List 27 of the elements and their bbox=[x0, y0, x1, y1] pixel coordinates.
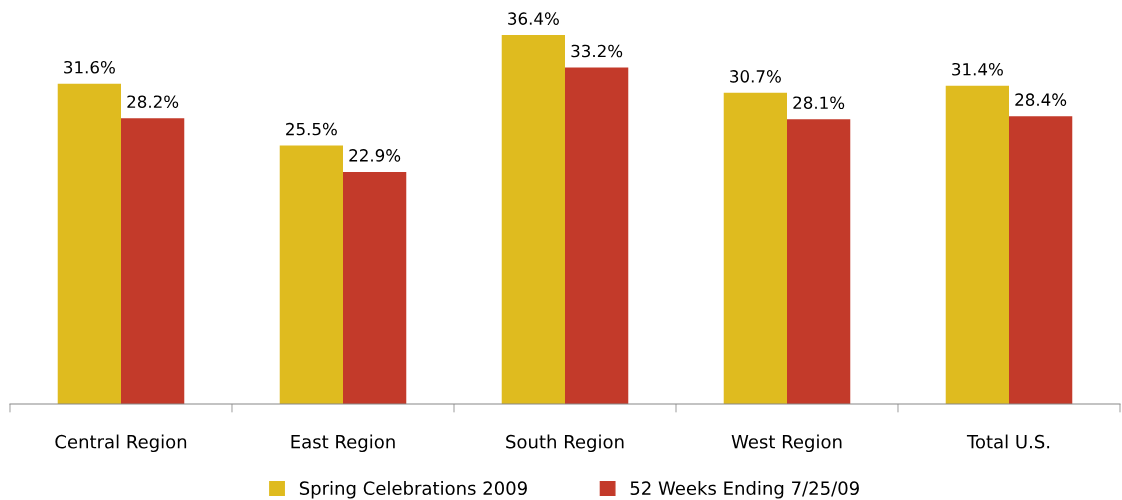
bar bbox=[501, 35, 565, 404]
data-label: 25.5% bbox=[286, 122, 337, 136]
x-tick-label: South Region bbox=[506, 434, 624, 453]
legend-label: Spring Celebrations 2009 bbox=[299, 481, 527, 499]
bar bbox=[279, 145, 343, 404]
data-label: 28.1% bbox=[793, 96, 845, 110]
data-label: 31.6% bbox=[64, 60, 115, 74]
data-label: 31.4% bbox=[952, 62, 1003, 76]
bar bbox=[723, 92, 787, 404]
bar bbox=[121, 118, 185, 404]
x-tick-label: Central Region bbox=[55, 434, 187, 453]
bar bbox=[1009, 116, 1073, 404]
data-label: 30.7% bbox=[730, 70, 781, 83]
data-label: 28.2% bbox=[127, 95, 179, 109]
bar bbox=[565, 67, 629, 404]
x-tick-label: East Region bbox=[291, 434, 395, 453]
x-tick-label: Total U.S. bbox=[966, 434, 1050, 449]
bar bbox=[787, 119, 851, 404]
bar bbox=[343, 171, 407, 404]
data-label: 33.2% bbox=[571, 44, 623, 58]
data-label: 28.4% bbox=[1015, 93, 1067, 106]
legend-label: 52 Weeks Ending 7/25/09 bbox=[630, 481, 859, 499]
x-tick-label: West Region bbox=[731, 434, 842, 453]
data-label: 36.4% bbox=[508, 12, 559, 25]
data-label: 22.9% bbox=[349, 149, 401, 162]
bar bbox=[57, 83, 121, 404]
bar bbox=[945, 85, 1009, 404]
